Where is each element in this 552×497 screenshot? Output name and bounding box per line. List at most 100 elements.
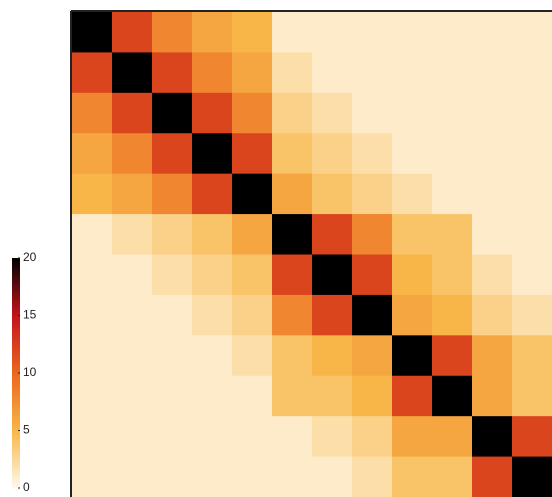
- cell: [72, 254, 113, 296]
- cell: [512, 416, 552, 458]
- cell: [112, 12, 153, 53]
- cell: [72, 133, 113, 175]
- cell: [432, 214, 473, 255]
- cell: [72, 456, 113, 497]
- cell: [312, 375, 353, 417]
- cell: [472, 456, 513, 497]
- cell: [272, 133, 313, 175]
- cell: [472, 92, 513, 134]
- cell: [352, 456, 393, 497]
- cell: [432, 416, 473, 458]
- cell: [512, 214, 552, 255]
- cell: [232, 416, 273, 458]
- cell: [392, 52, 433, 94]
- cell: [72, 12, 113, 53]
- cell: [312, 133, 353, 175]
- cell: [512, 456, 552, 497]
- cell: [352, 375, 393, 417]
- cell: [472, 375, 513, 417]
- cell: [192, 173, 233, 215]
- cell: [472, 133, 513, 175]
- cell: [112, 416, 153, 458]
- cell: [512, 294, 552, 336]
- cell: [72, 294, 113, 336]
- cell: [112, 456, 153, 497]
- cell: [512, 375, 552, 417]
- cell: [432, 52, 473, 94]
- cell: [472, 416, 513, 458]
- colorbar: [12, 258, 20, 488]
- cell: [152, 173, 193, 215]
- cell: [272, 294, 313, 336]
- cell: [112, 335, 153, 377]
- cell: [192, 214, 233, 255]
- cell: [152, 294, 193, 336]
- cell: [192, 133, 233, 175]
- colorbar-tick-label: 5: [23, 423, 30, 437]
- cell: [352, 416, 393, 458]
- cell: [432, 133, 473, 175]
- cell: [112, 92, 153, 134]
- cell: [472, 294, 513, 336]
- cell: [352, 254, 393, 296]
- cell: [112, 173, 153, 215]
- cell: [312, 52, 353, 94]
- cell: [472, 214, 513, 255]
- cell: [352, 173, 393, 215]
- cell: [312, 335, 353, 377]
- cell: [312, 214, 353, 255]
- cell: [352, 214, 393, 255]
- cell: [512, 254, 552, 296]
- cell: [232, 294, 273, 336]
- cell: [392, 12, 433, 53]
- cell: [72, 416, 113, 458]
- cell: [312, 294, 353, 336]
- cell: [312, 456, 353, 497]
- cell: [432, 294, 473, 336]
- cell: [112, 133, 153, 175]
- cell: [152, 12, 193, 53]
- cell: [352, 294, 393, 336]
- cell: [152, 254, 193, 296]
- cell: [392, 375, 433, 417]
- cell: [192, 92, 233, 134]
- cell: [352, 12, 393, 53]
- cell: [232, 254, 273, 296]
- colorbar-tick-label: 10: [23, 365, 37, 379]
- cell: [232, 12, 273, 53]
- cell: [392, 254, 433, 296]
- cell: [192, 416, 233, 458]
- cell: [152, 52, 193, 94]
- cell: [232, 173, 273, 215]
- cell: [152, 375, 193, 417]
- cell: [232, 335, 273, 377]
- cell: [152, 335, 193, 377]
- colorbar-tick-label: 20: [23, 250, 37, 264]
- cell: [392, 335, 433, 377]
- cell: [152, 456, 193, 497]
- cell: [472, 173, 513, 215]
- cell: [152, 416, 193, 458]
- cell: [232, 52, 273, 94]
- cell: [272, 92, 313, 134]
- cell: [272, 12, 313, 53]
- cell: [72, 52, 113, 94]
- cell: [232, 92, 273, 134]
- cell: [392, 214, 433, 255]
- cell: [272, 375, 313, 417]
- cell: [312, 416, 353, 458]
- cell: [352, 133, 393, 175]
- cell: [192, 254, 233, 296]
- cell: [352, 52, 393, 94]
- cell: [232, 133, 273, 175]
- cell: [112, 375, 153, 417]
- cell: [392, 416, 433, 458]
- cell: [312, 173, 353, 215]
- cell: [512, 173, 552, 215]
- cell: [472, 254, 513, 296]
- cell: [472, 335, 513, 377]
- cell: [392, 133, 433, 175]
- cell: [312, 254, 353, 296]
- cell: [392, 294, 433, 336]
